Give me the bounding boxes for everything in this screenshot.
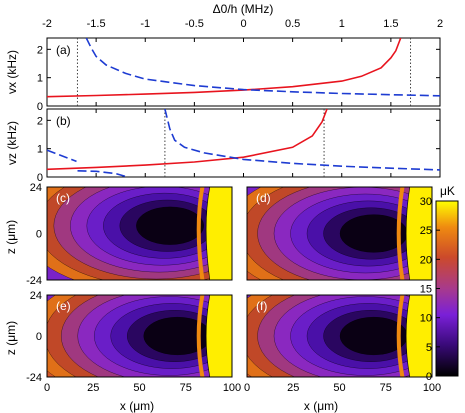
heatmap-y-axis-label-top: z (μm) [4,220,18,254]
y-tick-label: 1 [37,73,43,85]
heatmap-frame [246,294,433,378]
x-tick-label: 25 [287,382,299,394]
z-tick-label: 0 [36,229,42,241]
panel-f-label: (f) [256,299,267,313]
dashed-series-line [77,170,128,177]
x-tick-label: 50 [133,382,145,394]
solid-series-line [47,38,402,98]
panel-a-y-ticks: 0 1 2 [37,44,440,113]
x-tick-label: -1 [140,18,150,30]
panel-b: 0 1 2 (b) [37,108,441,184]
colorbar: 0 5 10 15 20 25 30 μK [420,184,459,383]
panel-b-y-ticks: 0 1 2 [37,109,441,184]
top-x-axis-label: Δ0/h (MHz) [213,2,274,16]
x-tick-label: 2 [437,18,443,30]
colorbar-tick-label: 20 [420,254,432,266]
hot-wall-edge [396,187,405,280]
panel-e-label: (e) [56,299,71,313]
x-tick-label: 1.5 [383,18,398,30]
y-tick-label: 0 [37,172,43,184]
top-axis-ticks: -2 -1.5 -1 -0.5 0 0.5 1 1.5 2 [42,18,443,106]
x-tick-label: 0 [44,382,50,394]
colorbar-tick-label: 5 [426,342,432,354]
x-tick-label: 0 [244,382,250,394]
x-tick-label: 100 [223,382,241,394]
heatmap-c: -24 0 24 (c) [26,182,233,287]
x-tick-label: 0.5 [285,18,300,30]
colorbar-tick-label: 25 [420,225,432,237]
y-tick-label: 2 [37,115,43,127]
panel-a-guide-lines [76,38,412,106]
hot-wall-edge [396,295,405,377]
solid-series-line [47,109,328,171]
heatmap-y-axis-label-bottom: z (μm) [4,321,18,355]
x-tick-label: 0 [240,18,246,30]
colorbar-tick-label: 15 [420,284,432,296]
heatmap-frame [46,294,233,378]
heatmap-field [247,187,432,280]
z-tick-label: 0 [36,331,42,343]
y-tick-label: 2 [37,44,43,56]
panel-b-y-axis-label: vz (kHz) [5,121,19,165]
dashed-series-line [85,38,440,97]
x-tick-label: 100 [423,382,441,394]
x-tick-label: -0.5 [185,18,204,30]
heatmap-field [47,295,232,377]
y-tick-label: 1 [37,144,43,156]
x-tick-label: -1.5 [87,18,106,30]
hot-wall-edge [196,295,205,377]
colorbar-tick-label: 0 [426,371,432,383]
panel-c-label: (c) [56,191,70,205]
panel-b-series [47,109,440,177]
z-tick-label: -24 [26,275,42,287]
colorbar-tick-label: 10 [420,313,432,325]
colorbar-tick-label: 30 [420,196,432,208]
dashed-series-line [47,149,77,163]
heatmap-frame [246,186,433,281]
panel-a-label: (a) [56,43,71,57]
panel-b-label: (b) [56,114,71,128]
dashed-series-line [164,109,440,171]
hot-wall [205,295,232,377]
colorbar-ticks: 0 5 10 15 20 25 30 [420,196,440,383]
hot-wall [405,187,432,280]
x-tick-label: 75 [380,382,392,394]
hot-wall [405,295,432,377]
hot-wall [205,187,232,280]
colorbar-unit: μK [440,184,455,198]
x-tick-label: 75 [180,382,192,394]
panel-d-label: (d) [256,191,271,205]
z-tick-label: 24 [30,182,42,194]
heatmap-field [247,295,432,377]
heatmap-field [47,187,232,280]
x-tick-label: 50 [333,382,345,394]
panel-a-series [47,38,440,98]
heatmap-x-axis-label-right: x (μm) [304,399,338,413]
heatmap-f: 0 25 50 75 100(f) [244,294,441,394]
x-tick-label: 1 [339,18,345,30]
x-tick-label: 25 [87,382,99,394]
x-tick-label: -2 [42,18,52,30]
heatmap-x-axis-label-left: x (μm) [120,399,154,413]
heatmap-d: (d) [246,186,433,281]
y-tick-label: 0 [37,101,43,113]
panel-a: -2 -1.5 -1 -0.5 0 0.5 1 1.5 2 0 1 2 (a) [37,18,443,113]
hot-wall-edge [196,187,205,280]
heatmap-frame [46,186,233,281]
contour [136,206,205,245]
panel-a-y-axis-label: vx (kHz) [5,50,19,94]
z-tick-label: -24 [26,372,42,384]
z-tick-label: 24 [30,290,42,302]
